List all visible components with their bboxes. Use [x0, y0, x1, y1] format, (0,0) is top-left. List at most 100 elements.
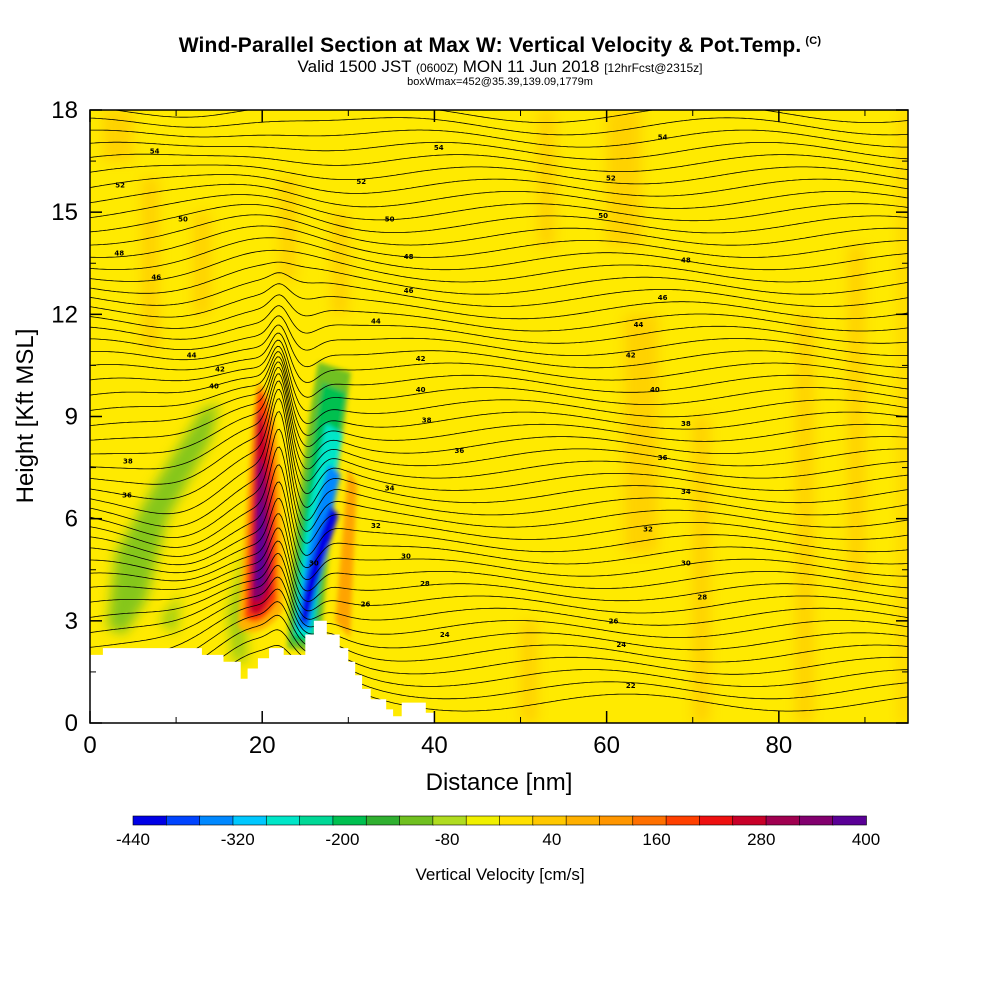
terrain-fill: [90, 620, 435, 723]
weak-ascent-patch: [796, 314, 814, 723]
theta-contour-label: 36: [122, 491, 132, 499]
theta-contour-line: [90, 428, 908, 538]
theta-contour-line: [90, 305, 908, 344]
theta-contour-label: 26: [609, 617, 619, 625]
y-tick-label: 12: [51, 301, 78, 328]
theta-contour-label: 30: [681, 559, 691, 567]
theta-contour-line: [90, 237, 908, 271]
x-axis-title: Distance [nm]: [426, 769, 573, 796]
theta-contour-line: [90, 552, 908, 626]
y-tick-label: 9: [65, 404, 78, 431]
theta-contour-line: [90, 194, 908, 222]
theta-contour-label: 44: [187, 352, 197, 360]
theta-contour-line: [90, 601, 908, 675]
colorbar-swatch: [799, 815, 834, 826]
theta-contour-label: 42: [416, 355, 426, 363]
x-tick-label: 20: [249, 732, 276, 759]
theta-contour-line: [90, 153, 908, 172]
colorbar-swatch: [732, 815, 767, 826]
theta-contour-line: [90, 204, 908, 234]
theta-contour-line: [90, 398, 908, 515]
chart-header: Wind-Parallel Section at Max W: Vertical…: [0, 34, 1000, 88]
theta-contour-label: 46: [151, 273, 161, 281]
plot-area: [90, 110, 908, 723]
chart-title: Wind-Parallel Section at Max W: Vertical…: [0, 34, 1000, 58]
weak-ascent-patch: [331, 212, 349, 315]
theta-contour-line: [90, 576, 908, 651]
theta-contour-line: [90, 164, 908, 185]
theta-contour-label: 28: [697, 593, 707, 601]
x-tick-label: 80: [765, 732, 792, 759]
theta-contour-label: 42: [215, 365, 225, 373]
colorbar-tick-label: 400: [852, 830, 880, 849]
theta-contour-label: 28: [420, 580, 430, 588]
theta-contour-label: 50: [178, 215, 188, 223]
colorbar-swatch: [832, 815, 867, 826]
theta-contour-label: 26: [361, 600, 371, 608]
theta-contour-line: [90, 367, 908, 459]
colorbar-swatch: [599, 815, 634, 826]
colorbar-tick-label: -440: [116, 830, 150, 849]
theta-contour-line: [90, 129, 908, 148]
theta-contour-line: [90, 214, 908, 246]
theta-contour-line: [90, 339, 908, 398]
theta-contour-line: [90, 373, 908, 470]
theta-contour-label: 54: [658, 134, 668, 142]
theta-contour-label: 52: [606, 175, 616, 183]
colorbar-swatch: [299, 815, 334, 826]
colorbar-swatch: [432, 815, 467, 826]
colorbar-swatch: [632, 815, 667, 826]
weak-ascent-patch: [141, 178, 159, 349]
theta-contour-label: 38: [681, 420, 691, 428]
colorbar-tick-label: -320: [221, 830, 255, 849]
weak-ascent-patch: [520, 620, 538, 723]
theta-contour-line: [90, 332, 908, 383]
colorbar-swatch: [332, 815, 368, 826]
theta-contour-label: 48: [681, 256, 691, 264]
box-wmax-info: boxWmax=452@35.39,139.09,1779m: [407, 76, 593, 88]
theta-contour-label: 48: [114, 250, 124, 258]
theta-contour-line: [90, 446, 908, 548]
theta-contour-label: 24: [616, 641, 626, 649]
colorbar-swatch: [399, 815, 434, 826]
colorbar-swatch: [166, 815, 201, 826]
theta-contour-line: [90, 294, 908, 332]
theta-contour-line: [90, 588, 908, 663]
theta-contour-label: 46: [658, 294, 668, 302]
theta-contour-label: 48: [404, 253, 414, 261]
theta-contour-label: 52: [356, 178, 366, 186]
colorbar-tick-label: -200: [325, 830, 359, 849]
colorbar-swatch: [232, 815, 268, 826]
theta-contour-line: [90, 141, 908, 160]
theta-contour-line: [90, 497, 908, 581]
theta-contour-label: 30: [309, 559, 319, 567]
y-tick-label: 15: [51, 199, 78, 226]
theta-contour-line: [90, 261, 908, 295]
colorbar-swatch: [132, 815, 168, 826]
y-tick-label: 6: [65, 506, 78, 533]
theta-contour-line: [90, 464, 908, 557]
lee-ascent-strip: [335, 467, 357, 638]
theta-contour-label: 50: [385, 215, 395, 223]
forecast-info: [12hrFcst@2315z]: [604, 61, 703, 75]
theta-contour-label: 38: [123, 457, 133, 465]
updraft-layer: [256, 497, 265, 588]
theta-contour-line: [90, 388, 908, 500]
colorbar-title: Vertical Velocity [cm/s]: [415, 865, 584, 884]
weak-descent-band: [158, 593, 181, 635]
theta-contour-label: 32: [371, 522, 381, 530]
weak-ascent-patch: [692, 416, 710, 723]
colorbar-tick-label: 160: [642, 830, 670, 849]
theta-contour-line: [90, 117, 908, 136]
colorbar-tick-label: 280: [747, 830, 775, 849]
theta-contour-label: 54: [434, 144, 444, 152]
colorbar: -440 -320 -200 -80 40 160 280 400: [116, 815, 880, 849]
theta-contour-line: [90, 183, 908, 209]
colorbar-swatch: [365, 815, 401, 826]
theta-contour-label: 22: [626, 682, 636, 690]
colorbar-tick-label: -80: [435, 830, 460, 849]
downdraft-layer: [299, 505, 339, 625]
chart-title-text: Wind-Parallel Section at Max W: Vertical…: [178, 34, 802, 57]
